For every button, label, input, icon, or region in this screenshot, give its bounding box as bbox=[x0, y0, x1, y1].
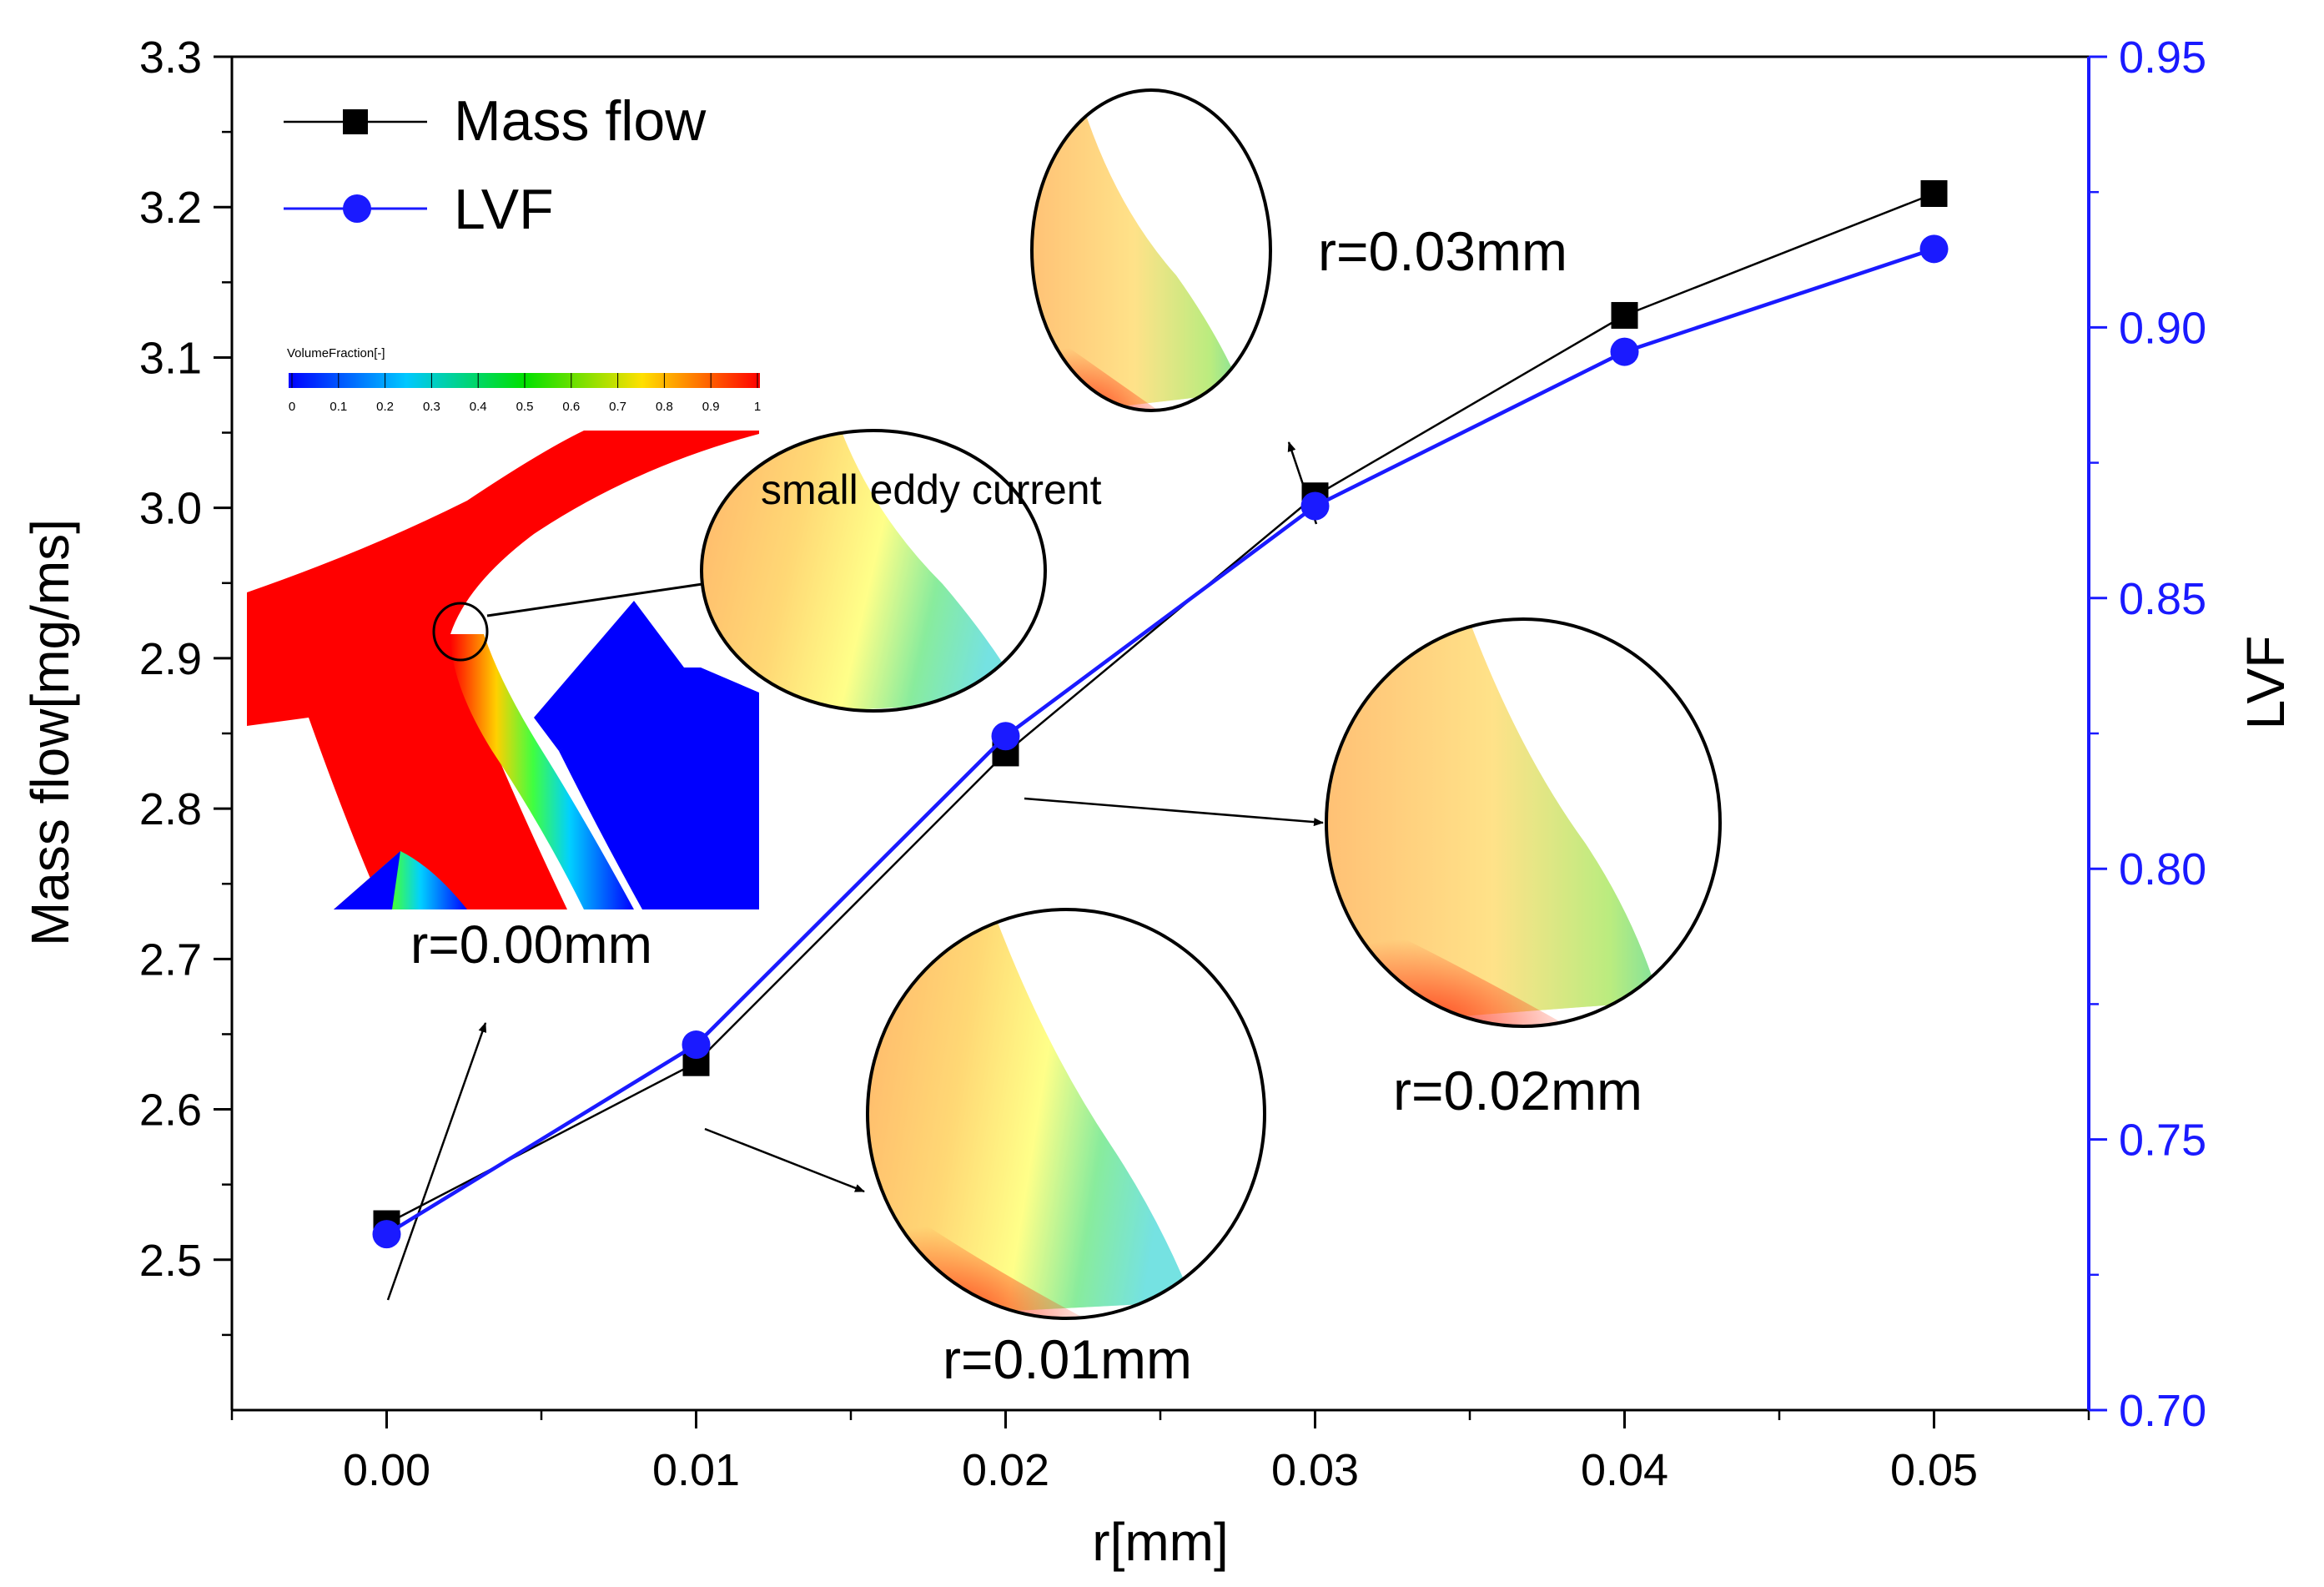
annotation-r000: r=0.00mm bbox=[410, 914, 652, 975]
y-left-tick-label: 2.9 bbox=[139, 634, 202, 684]
y-right-tick-label: 0.80 bbox=[2119, 844, 2206, 894]
y-right-tick-label: 0.70 bbox=[2119, 1386, 2206, 1436]
cloud-inset-r002 bbox=[1325, 617, 1722, 1028]
lvf-point bbox=[682, 1030, 711, 1060]
y-right-tick-label: 0.90 bbox=[2119, 303, 2206, 353]
colorbar-tick-label: 0.4 bbox=[470, 400, 487, 414]
y-left-tick-label: 3.3 bbox=[139, 33, 202, 83]
colorbar-tick-label: 0.5 bbox=[516, 400, 534, 414]
lvf-line bbox=[385, 247, 1935, 1237]
annotation-r003: r=0.03mm bbox=[1318, 220, 1567, 282]
annotation-labels: r=0.03mm small eddy current r=0.00mm r=0… bbox=[410, 220, 1642, 1390]
y-left-axis-label: Mass flow[mg/ms] bbox=[20, 519, 80, 946]
mass-flow-point bbox=[1611, 301, 1638, 329]
annotation-eddy: small eddy current bbox=[761, 466, 1102, 513]
cloud-inset-r001 bbox=[866, 908, 1266, 1320]
x-tick-label: 0.00 bbox=[343, 1445, 430, 1495]
mass-flow-point bbox=[1920, 180, 1948, 208]
colorbar-title: VolumeFraction[-] bbox=[287, 346, 385, 360]
series-lvf bbox=[372, 234, 1949, 1249]
simulation-insets: VolumeFraction[-] 0 0.1 0.2 0.3 0.4 0.5 0.6 0.7… bbox=[247, 88, 1722, 1320]
y-right-axis-label: LVF bbox=[2236, 636, 2296, 730]
cloud-inset-r003 bbox=[1030, 88, 1272, 412]
colorbar-tick-label: 0.7 bbox=[609, 400, 626, 414]
colorbar-tick-label: 0.3 bbox=[423, 400, 440, 414]
volume-fraction-colorbar: VolumeFraction[-] 0 0.1 0.2 0.3 0.4 0.5 0.6 0.7… bbox=[287, 346, 761, 414]
y-right-tick-label: 0.95 bbox=[2119, 33, 2206, 83]
x-tick-label: 0.05 bbox=[1890, 1445, 1978, 1495]
y-left-tick-label: 2.8 bbox=[139, 784, 202, 834]
annotation-r001: r=0.01mm bbox=[943, 1328, 1192, 1390]
lvf-point bbox=[1610, 337, 1639, 366]
x-tick-label: 0.02 bbox=[962, 1445, 1049, 1495]
y-left-tick-label: 2.6 bbox=[139, 1086, 202, 1136]
colorbar-tick-label: 0.9 bbox=[702, 400, 720, 414]
annotation-leaders bbox=[386, 441, 1324, 1301]
annotation-r002: r=0.02mm bbox=[1393, 1060, 1642, 1121]
y-left-tick-label: 3.0 bbox=[139, 484, 202, 534]
legend-label-lvf: LVF bbox=[454, 178, 554, 241]
y-left-tick-label: 2.7 bbox=[139, 935, 202, 985]
y-right-axis-ticks: 0.70 0.75 0.80 0.85 0.90 0.95 bbox=[2089, 33, 2206, 1436]
legend-marker-circle bbox=[343, 194, 371, 223]
colorbar-tick-label: 0.1 bbox=[329, 400, 347, 414]
lvf-point bbox=[991, 722, 1020, 751]
x-tick-label: 0.01 bbox=[652, 1445, 740, 1495]
legend-item-lvf: LVF bbox=[284, 178, 554, 241]
colorbar-tick-label: 0.6 bbox=[562, 400, 580, 414]
cloud-inset-eddy bbox=[700, 429, 1047, 713]
y-left-tick-label: 3.1 bbox=[139, 333, 202, 383]
y-right-tick-label: 0.85 bbox=[2119, 574, 2206, 624]
mass-flow-line bbox=[385, 192, 1934, 1225]
colorbar-tick-label: 0.8 bbox=[656, 400, 673, 414]
y-left-tick-label: 2.5 bbox=[139, 1236, 202, 1286]
x-axis-ticks: 0.00 0.01 0.02 0.03 0.04 0.05 bbox=[230, 1410, 2090, 1495]
legend-item-mass-flow: Mass flow bbox=[284, 89, 707, 153]
x-axis-label: r[mm] bbox=[1092, 1512, 1229, 1572]
y-left-tick-label: 3.2 bbox=[139, 183, 202, 233]
legend-marker-square bbox=[343, 109, 368, 134]
colorbar-tick-label: 0.2 bbox=[376, 400, 394, 414]
y-right-tick-label: 0.75 bbox=[2119, 1116, 2206, 1166]
lvf-point bbox=[1300, 491, 1330, 521]
legend: Mass flow LVF bbox=[284, 89, 707, 241]
y-left-axis-ticks: 2.5 2.6 2.7 2.8 2.9 3.0 3.1 3.2 3.3 bbox=[139, 33, 232, 1337]
x-tick-label: 0.03 bbox=[1271, 1445, 1359, 1495]
lvf-point bbox=[1919, 234, 1949, 264]
nozzle-contour-inset bbox=[247, 431, 759, 909]
colorbar-tick-label: 0 bbox=[289, 400, 295, 414]
x-tick-label: 0.04 bbox=[1581, 1445, 1668, 1495]
lvf-point bbox=[372, 1220, 401, 1249]
legend-label-mass-flow: Mass flow bbox=[454, 89, 707, 153]
colorbar-tick-label: 1 bbox=[754, 400, 761, 414]
